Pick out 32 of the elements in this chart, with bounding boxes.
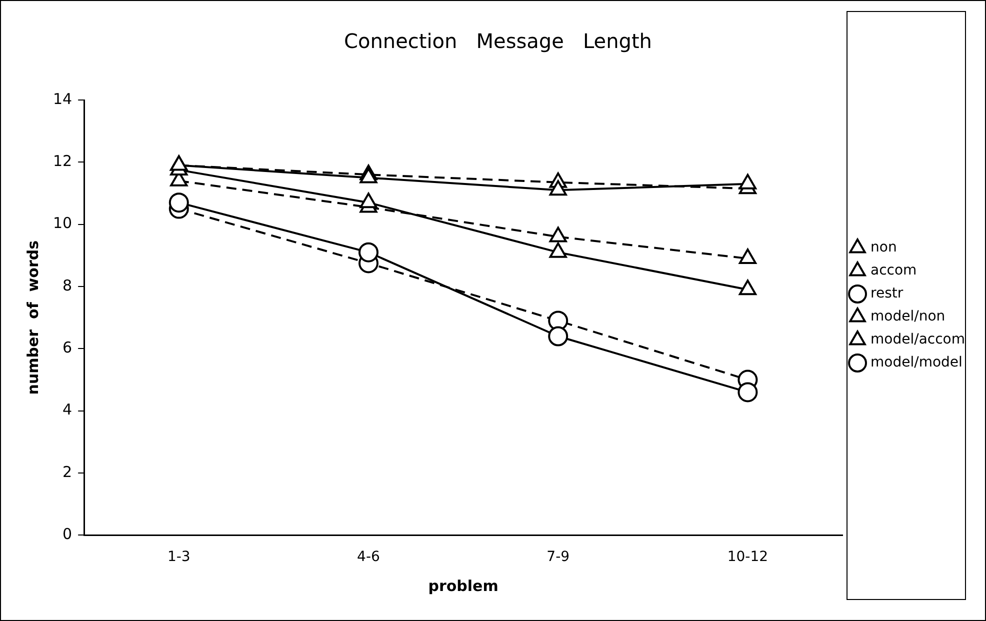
y-tick-label: 8 <box>62 276 72 294</box>
point <box>548 326 568 346</box>
point <box>360 192 378 208</box>
point <box>738 280 757 296</box>
x-tick-label: 1-3 <box>167 549 190 566</box>
y-tick-label: 14 <box>52 90 72 108</box>
point <box>549 226 567 242</box>
y-tick-label: 12 <box>52 152 72 170</box>
legend-label: restr <box>870 286 904 302</box>
point <box>360 168 378 184</box>
y-tick-label: 4 <box>62 400 72 419</box>
point <box>738 248 757 264</box>
y-axis-title: number of words <box>24 240 42 395</box>
y-tick-label: 10 <box>52 214 72 232</box>
legend-label: model/model <box>870 354 962 371</box>
legend-label: accom <box>870 262 917 279</box>
x-tick-label: 7-9 <box>546 549 570 566</box>
y-tick-label: 6 <box>62 338 72 357</box>
y-tick-label: 2 <box>62 462 72 481</box>
chart-title: Connection Message Length <box>344 29 652 54</box>
legend-label: model/accom <box>870 332 966 348</box>
x-tick-label: 10-12 <box>727 549 768 566</box>
point <box>738 382 758 402</box>
y-tick-label: 0 <box>62 525 72 544</box>
point <box>549 180 567 196</box>
x-tick-label: 4-6 <box>357 549 380 566</box>
point <box>738 174 757 190</box>
point <box>358 242 378 262</box>
legend-label: non <box>870 240 897 256</box>
x-axis-title: problem <box>428 576 498 595</box>
legend-label: model/non <box>870 308 946 325</box>
point <box>549 242 567 258</box>
